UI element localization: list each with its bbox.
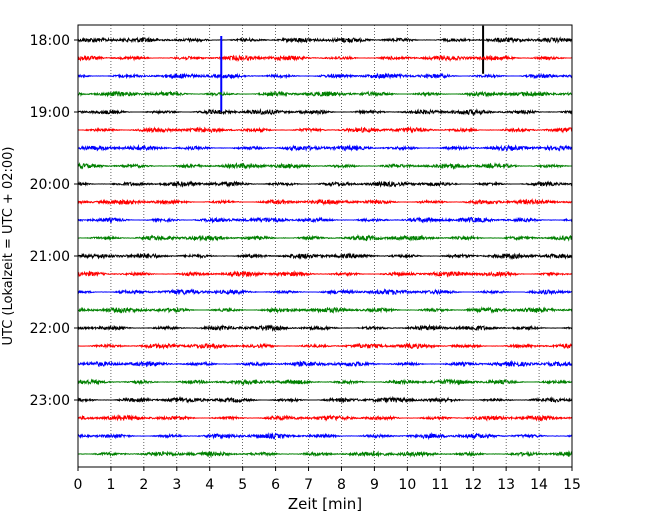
- trace-line: [77, 72, 573, 80]
- x-tick-label: 13: [497, 477, 515, 493]
- trace-line: [77, 107, 573, 117]
- trace-line: [77, 432, 573, 441]
- x-tick-label: 15: [563, 477, 581, 493]
- traces: [77, 25, 573, 459]
- trace-line: [77, 216, 573, 224]
- y-tick-label: 18:00: [30, 33, 70, 49]
- x-tick-label: 8: [337, 477, 346, 493]
- y-axis-label: UTC (Lokalzeit = UTC + 02:00): [1, 147, 16, 346]
- trace-line: [77, 90, 573, 98]
- x-tick-label: 3: [172, 477, 181, 493]
- trace-line: [77, 414, 573, 422]
- x-tick-label: 1: [106, 477, 115, 493]
- trace-line: [77, 270, 573, 278]
- trace-line: [77, 54, 573, 63]
- x-tick-label: 2: [139, 477, 148, 493]
- x-tick-label: 11: [431, 477, 449, 493]
- x-tick-label: 5: [238, 477, 247, 493]
- trace-line: [77, 143, 573, 152]
- plot-frame: [77, 24, 573, 468]
- x-tick-label: 12: [464, 477, 482, 493]
- trace-line: [77, 36, 573, 44]
- trace-line: [77, 125, 573, 134]
- trace-line: [77, 342, 573, 350]
- x-axis: 0 1 2 3 4 5 6 7 8 9 10 11 12 13 14 15: [74, 467, 581, 493]
- trace-line: [77, 233, 573, 242]
- y-tick-label: 21:00: [30, 249, 70, 265]
- trace-line: [77, 395, 573, 404]
- trace-line: [77, 180, 573, 188]
- y-tick-label: 23:00: [30, 393, 70, 409]
- trace-line: [77, 161, 572, 171]
- y-tick-label: 20:00: [30, 177, 70, 193]
- x-tick-label: 10: [398, 477, 416, 493]
- trace-line: [77, 198, 573, 206]
- x-tick-label: 9: [370, 477, 379, 493]
- x-axis-label: Zeit [min]: [288, 495, 362, 513]
- x-tick-label: 0: [74, 477, 83, 493]
- plot-area: [78, 25, 572, 467]
- trace-line: [78, 450, 573, 459]
- trace-line: [77, 252, 573, 261]
- trace-line: [77, 306, 573, 314]
- y-tick-label: 19:00: [30, 105, 70, 121]
- trace-line: [77, 323, 573, 332]
- x-tick-label: 4: [205, 477, 214, 493]
- trace-line: [77, 378, 573, 387]
- trace-line: [77, 288, 573, 296]
- y-axis: 18:00 19:00 20:00 21:00 22:00 23:00: [30, 33, 78, 409]
- x-tick-label: 14: [530, 477, 548, 493]
- x-tick-label: 6: [271, 477, 280, 493]
- y-tick-label: 22:00: [30, 321, 70, 337]
- trace-line: [77, 359, 573, 368]
- x-tick-label: 7: [304, 477, 313, 493]
